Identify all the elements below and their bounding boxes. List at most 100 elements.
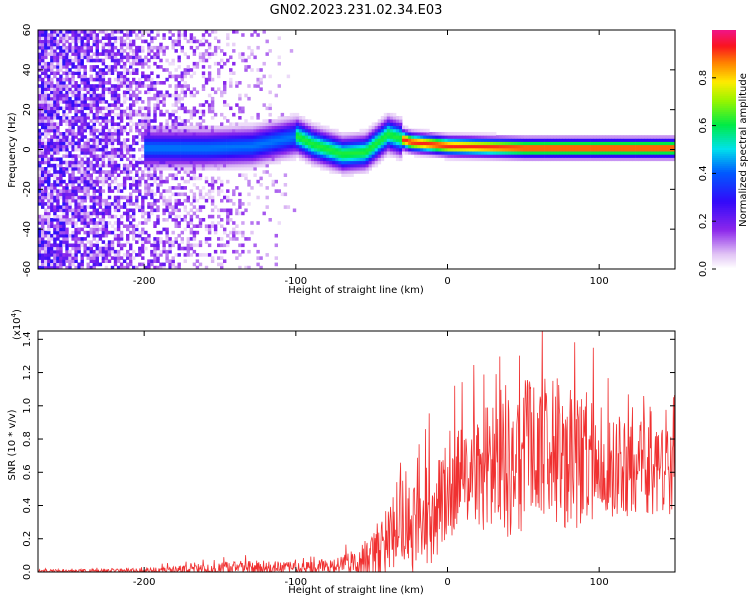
heatmap-cell: [226, 189, 230, 193]
heatmap-cell: [180, 49, 184, 53]
heatmap-cell: [41, 61, 45, 66]
heatmap-cell: [268, 138, 272, 142]
heatmap-cell: [335, 141, 339, 146]
heatmap-cell: [74, 109, 78, 114]
heatmap-cell: [59, 189, 63, 193]
heatmap-cell: [65, 221, 69, 225]
heatmap-cell: [83, 45, 87, 50]
heatmap-cell: [129, 192, 133, 197]
heatmap-cell: [101, 218, 106, 222]
heatmap-cell: [195, 138, 200, 142]
heatmap-cell: [153, 128, 157, 133]
heatmap-cell: [116, 112, 121, 117]
heatmap-cell: [95, 160, 99, 165]
heatmap-cell: [104, 151, 109, 155]
heatmap-cell: [241, 58, 245, 63]
heatmap-cell: [156, 81, 160, 85]
heatmap-cell: [210, 179, 215, 184]
heatmap-cell: [253, 138, 257, 142]
heatmap-cell: [62, 221, 66, 225]
heatmap-cell: [229, 237, 233, 241]
heatmap-cell: [147, 77, 151, 82]
heatmap-cell: [235, 157, 239, 162]
heatmap-cell: [116, 100, 121, 104]
heatmap-cell: [138, 77, 142, 82]
heatmap-cell: [292, 132, 297, 136]
heatmap-cell: [119, 147, 124, 152]
heatmap-cell: [74, 135, 78, 139]
heatmap-cell: [577, 144, 582, 149]
heatmap-cell: [62, 84, 66, 88]
heatmap-cell: [368, 132, 372, 136]
heatmap-cell: [132, 68, 136, 72]
heatmap-cell: [201, 132, 206, 136]
heatmap-cell: [71, 157, 75, 162]
heatmap-cell: [474, 132, 479, 136]
heatmap-cell: [581, 141, 585, 146]
heatmap-cell: [195, 125, 200, 130]
heatmap-cell: [101, 160, 106, 165]
heatmap-cell: [147, 237, 151, 241]
heatmap-cell: [156, 135, 160, 139]
heatmap-cell: [429, 132, 433, 136]
heatmap-cell: [289, 151, 294, 155]
heatmap-cell: [110, 224, 115, 228]
heatmap-cell: [174, 116, 178, 120]
heatmap-cell: [135, 81, 139, 85]
heatmap-cell: [50, 90, 54, 95]
heatmap-cell: [110, 30, 115, 34]
heatmap-cell: [238, 163, 242, 168]
heatmap-cell: [226, 144, 230, 149]
heatmap-cell: [653, 135, 658, 139]
heatmap-cell: [304, 132, 309, 136]
heatmap-cell: [62, 144, 66, 149]
heatmap-cell: [617, 144, 621, 149]
heatmap-cell: [116, 141, 121, 146]
heatmap-cell: [371, 138, 376, 142]
heatmap-cell: [86, 39, 90, 44]
heatmap-cell: [347, 170, 351, 174]
heatmap-cell: [314, 151, 318, 155]
heatmap-cell: [535, 138, 539, 142]
heatmap-cell: [338, 147, 342, 152]
heatmap-cell: [314, 138, 318, 142]
heatmap-cell: [201, 42, 206, 47]
heatmap-cell: [502, 138, 506, 142]
heatmap-cell: [86, 87, 90, 91]
heatmap-cell: [423, 147, 427, 152]
heatmap-cell: [480, 151, 485, 155]
heatmap-cell: [189, 128, 194, 133]
heatmap-cell: [180, 128, 184, 133]
heatmap-cell: [644, 154, 649, 158]
heatmap-cell: [559, 157, 564, 162]
heatmap-cell: [483, 154, 488, 158]
heatmap-cell: [226, 119, 230, 123]
heatmap-cell: [62, 61, 66, 66]
heatmap-cell: [635, 147, 639, 152]
heatmap-cell: [262, 61, 266, 66]
heatmap-cell: [323, 125, 327, 130]
heatmap-cell: [229, 106, 233, 111]
heatmap-cell: [320, 157, 324, 162]
heatmap-cell: [192, 176, 197, 181]
heatmap-cell: [304, 157, 309, 162]
heatmap-cell: [71, 39, 75, 44]
colorbar-strip: [712, 259, 736, 262]
heatmap-cell: [104, 132, 109, 136]
heatmap-cell: [644, 147, 649, 152]
colorbar-strip: [712, 195, 736, 198]
heatmap-cell: [423, 144, 427, 149]
heatmap-cell: [98, 195, 103, 200]
heatmap-cell: [80, 221, 84, 225]
heatmap-cell: [493, 144, 497, 149]
heatmap-cell: [68, 90, 72, 95]
heatmap-cell: [132, 237, 136, 241]
heatmap-cell: [226, 135, 230, 139]
heatmap-cell: [590, 157, 594, 162]
heatmap-cell: [74, 103, 78, 107]
heatmap-cell: [520, 157, 524, 162]
heatmap-cell: [126, 151, 130, 155]
heatmap-cell: [80, 170, 84, 174]
heatmap-cell: [599, 141, 603, 146]
